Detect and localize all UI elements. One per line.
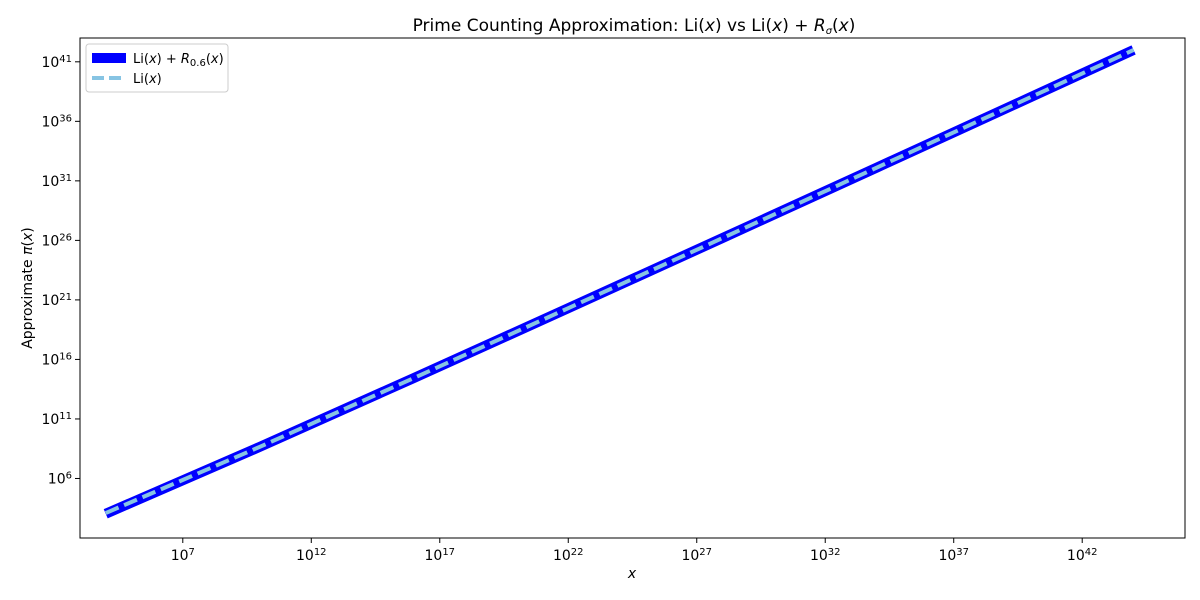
tick-base: 10: [41, 233, 59, 249]
tick-base: 10: [424, 548, 442, 564]
tick-base: 10: [810, 548, 828, 564]
tick-exponent: 21: [59, 291, 72, 302]
y-tick-label: 1026: [41, 232, 72, 250]
tick-exponent: 36: [59, 113, 72, 124]
y-axis-label: Approximate π(x): [20, 227, 36, 349]
x-tick-label: 1012: [296, 547, 327, 565]
y-tick-label: 1011: [41, 410, 72, 428]
tick-base: 10: [41, 293, 59, 309]
tick-base: 10: [41, 352, 59, 368]
y-tick-label: 1041: [41, 53, 72, 71]
plot-area: [79, 37, 1186, 539]
x-tick-label: 1042: [1067, 547, 1098, 565]
tick-exponent: 22: [571, 547, 584, 558]
tick-exponent: 7: [189, 547, 195, 558]
tick-base: 10: [681, 548, 699, 564]
tick-exponent: 12: [314, 547, 327, 558]
y-tick-label: 1016: [41, 351, 72, 369]
tick-exponent: 42: [1085, 547, 1098, 558]
tick-base: 10: [48, 471, 66, 487]
legend-label-li-plus-r: Li(x) + R0.6(x): [133, 52, 224, 69]
x-tick-label: 1027: [681, 547, 712, 565]
tick-base: 10: [553, 548, 571, 564]
y-tick-label: 1031: [41, 172, 72, 190]
tick-exponent: 32: [828, 547, 841, 558]
chart-title: Prime Counting Approximation: Li(x) vs L…: [413, 16, 856, 37]
tick-exponent: 37: [956, 547, 969, 558]
x-tick-label: 1017: [424, 547, 455, 565]
x-tick-label: 107: [171, 547, 195, 565]
series-layer: [103, 45, 1136, 519]
x-tick-label: 1032: [810, 547, 841, 565]
x-axis-label: x: [627, 566, 637, 582]
legend: Li(x) + R0.6(x) Li(x): [85, 43, 229, 93]
series-line-li: [104, 48, 1135, 515]
legend-label-li: Li(x): [133, 72, 162, 87]
tick-exponent: 17: [442, 547, 455, 558]
x-tick-label: 1037: [938, 547, 969, 565]
y-tick-label: 106: [48, 470, 72, 488]
tick-base: 10: [41, 114, 59, 130]
tick-exponent: 31: [59, 172, 72, 183]
tick-base: 10: [41, 412, 59, 428]
tick-exponent: 26: [59, 232, 72, 243]
x-axis-ticks: 107 1012 1017 1022 1027 1032 1037 1042: [171, 538, 1098, 565]
tick-exponent: 6: [66, 470, 72, 481]
tick-base: 10: [41, 55, 59, 71]
tick-exponent: 27: [699, 547, 712, 558]
tick-exponent: 11: [59, 410, 72, 421]
axes-frame: [79, 37, 1186, 539]
tick-exponent: 41: [59, 53, 72, 64]
tick-base: 10: [296, 548, 314, 564]
tick-base: 10: [41, 174, 59, 190]
tick-exponent: 16: [59, 351, 72, 362]
tick-base: 10: [938, 548, 956, 564]
tick-base: 10: [1067, 548, 1085, 564]
x-tick-label: 1022: [553, 547, 584, 565]
y-tick-label: 1021: [41, 291, 72, 309]
y-tick-label: 1036: [41, 113, 72, 131]
tick-base: 10: [171, 548, 189, 564]
